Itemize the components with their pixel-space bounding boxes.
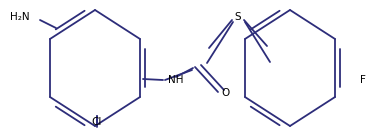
Text: Cl: Cl <box>92 117 102 127</box>
Text: O: O <box>221 88 229 98</box>
Text: H₂N: H₂N <box>10 12 30 22</box>
Text: F: F <box>360 75 366 85</box>
Text: NH: NH <box>168 75 183 85</box>
Text: S: S <box>235 12 241 22</box>
